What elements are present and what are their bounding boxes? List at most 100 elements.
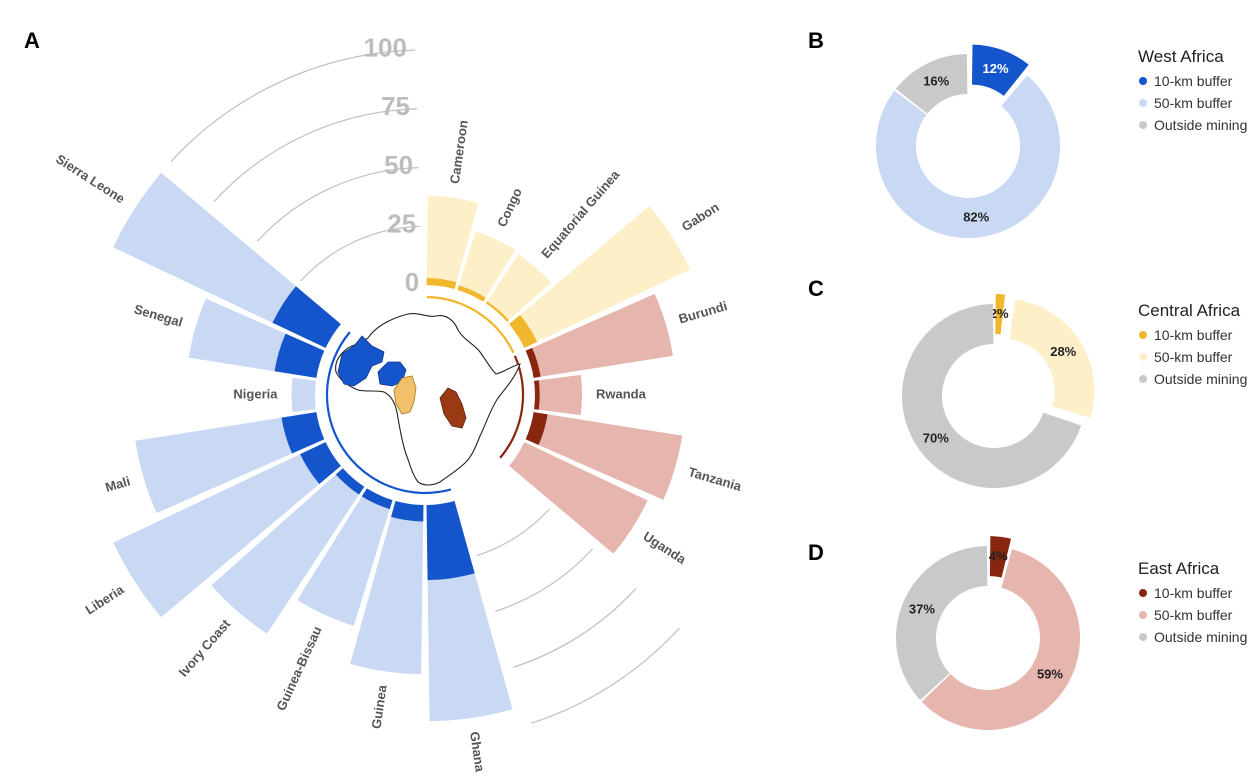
bar-10km-liberia xyxy=(300,442,341,485)
legend-swatch xyxy=(1139,99,1147,107)
legend-label-10-km-buffer: 10-km buffer xyxy=(1154,73,1233,89)
panel-letter-c: C xyxy=(808,276,824,301)
bar-50km-guinea xyxy=(350,500,424,675)
country-label-uganda: Uganda xyxy=(640,529,689,568)
legend-swatch xyxy=(1139,375,1147,383)
slice-value-50-km-buffer: 59% xyxy=(1037,667,1063,682)
bar-10km-senegal xyxy=(274,333,325,378)
legend-label-50-km-buffer: 50-km buffer xyxy=(1154,349,1233,365)
donut-title: Central Africa xyxy=(1138,301,1241,320)
slice-outside-mining xyxy=(902,304,1082,489)
bar-10km-equatorial-guinea xyxy=(485,301,509,322)
country-label-guinea-bissau: Guinea-Bissau xyxy=(273,624,324,713)
donut-central-africa: 2% 28% 70% Central Africa 10-km buffer 50-km … xyxy=(902,294,1247,489)
country-label-guinea: Guinea xyxy=(369,683,390,730)
slice-value-outside-mining: 70% xyxy=(923,430,949,445)
country-label-tanzania: Tanzania xyxy=(686,464,743,494)
legend-label-50-km-buffer: 50-km buffer xyxy=(1154,607,1233,623)
legend-label-10-km-buffer: 10-km buffer xyxy=(1154,327,1233,343)
country-label-sierra-leone: Sierra Leone xyxy=(53,151,127,206)
bar-50km-rwanda xyxy=(534,374,582,416)
slice-10-km-buffer xyxy=(971,44,1029,96)
bar-50km-nigeria xyxy=(291,377,316,413)
legend-swatch xyxy=(1139,633,1147,641)
bar-10km-rwanda xyxy=(534,380,540,410)
country-label-senegal: Senegal xyxy=(132,301,184,329)
bar-10km-guinea-bissau xyxy=(361,488,393,510)
map-region-nigeria xyxy=(377,361,407,387)
bar-10km-mali xyxy=(281,412,325,454)
bar-10km-guinea xyxy=(391,500,424,522)
africa-map-icon xyxy=(335,313,521,486)
gridline-arc xyxy=(213,108,418,202)
slice-value-10-km-buffer: 2% xyxy=(990,306,1009,321)
legend-swatch xyxy=(1139,331,1147,339)
legend-label-outside-mining: Outside mining xyxy=(1154,629,1247,645)
radial-tick-100: 100 xyxy=(364,32,407,62)
radial-tick-0: 0 xyxy=(405,267,419,297)
country-label-ghana: Ghana xyxy=(467,731,488,774)
bar-50km-ivory-coast xyxy=(211,468,365,634)
slice-10-km-buffer xyxy=(995,294,1006,335)
legend-label-outside-mining: Outside mining xyxy=(1154,371,1247,387)
legend-swatch xyxy=(1139,121,1147,129)
country-label-nigeria: Nigeria xyxy=(233,386,278,401)
radial-tick-labels: 0 25 50 75 100 xyxy=(364,32,420,297)
donut-panels: B C D 12% 82% 16% West Africa 10-km buffer 50… xyxy=(808,28,1247,730)
slice-50-km-buffer xyxy=(1009,299,1095,419)
bar-50km-cameroon xyxy=(426,195,479,290)
gridline-arc xyxy=(513,588,637,668)
gridline-arc xyxy=(256,166,419,242)
radial-tick-50: 50 xyxy=(384,150,413,180)
slice-value-outside-mining: 16% xyxy=(923,73,949,88)
bar-50km-guinea-bissau xyxy=(297,488,393,626)
donut-title: East Africa xyxy=(1138,559,1220,578)
bar-10km-sierra-leone xyxy=(272,286,341,348)
map-region-central xyxy=(393,375,417,415)
country-label-gabon: Gabon xyxy=(679,199,722,234)
map-region-mali xyxy=(337,335,385,387)
slice-outside-mining xyxy=(895,54,968,114)
slice-50-km-buffer xyxy=(876,75,1060,238)
bars-10km xyxy=(272,277,548,581)
slice-value-50-km-buffer: 82% xyxy=(963,210,989,225)
country-label-congo: Congo xyxy=(494,186,525,230)
region-arc-central xyxy=(426,295,515,354)
country-label-liberia: Liberia xyxy=(83,581,128,617)
bar-10km-burundi xyxy=(525,347,541,378)
radial-tick-75: 75 xyxy=(381,91,410,121)
country-label-rwanda: Rwanda xyxy=(596,386,647,401)
slice-10-km-buffer xyxy=(989,536,1012,578)
bar-50km-congo xyxy=(457,231,516,302)
region-arcs xyxy=(325,295,525,495)
country-label-burundi: Burundi xyxy=(677,298,729,326)
donut-west-africa: 12% 82% 16% West Africa 10-km buffer 50-km bu… xyxy=(876,44,1247,238)
country-label-ivory-coast: Ivory Coast xyxy=(176,616,234,680)
slice-value-10-km-buffer: 12% xyxy=(983,61,1009,76)
gridline-arc xyxy=(494,548,594,612)
panel-letter-a: A xyxy=(24,28,40,53)
bar-50km-uganda xyxy=(509,442,648,554)
bar-10km-gabon xyxy=(509,315,538,348)
slice-50-km-buffer xyxy=(921,549,1080,730)
bar-50km-gabon xyxy=(509,206,691,348)
slice-value-outside-mining: 37% xyxy=(909,601,935,616)
legend-swatch xyxy=(1139,353,1147,361)
legend-label-outside-mining: Outside mining xyxy=(1154,117,1247,133)
region-arc-west xyxy=(325,331,452,495)
panel-letter-d: D xyxy=(808,540,824,565)
radial-tick-25: 25 xyxy=(387,208,416,238)
country-label-mali: Mali xyxy=(103,473,131,495)
legend-swatch xyxy=(1139,589,1147,597)
bar-50km-mali xyxy=(135,412,325,514)
bars-50km xyxy=(113,172,691,722)
slice-outside-mining xyxy=(896,546,988,701)
gridline-arc xyxy=(476,508,550,557)
legend-swatch xyxy=(1139,611,1147,619)
bar-10km-ghana xyxy=(426,500,475,581)
gridline-arc xyxy=(300,225,421,282)
country-label-cameroon: Cameroon xyxy=(447,119,471,185)
bar-10km-ivory-coast xyxy=(335,468,365,495)
